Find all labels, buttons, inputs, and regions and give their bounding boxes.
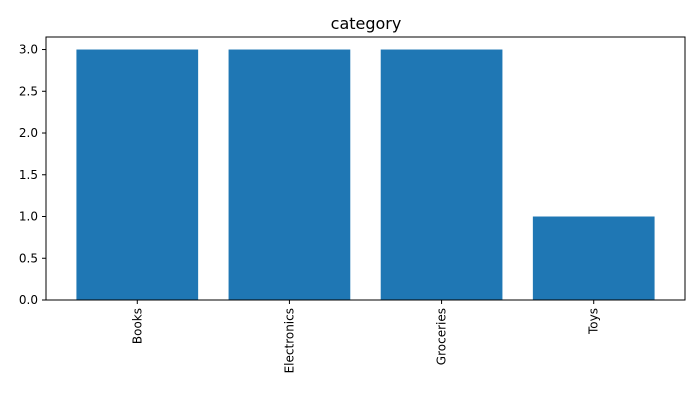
x-tick-label-electronics: Electronics — [282, 308, 296, 373]
y-tick-label: 0.5 — [19, 251, 38, 265]
y-tick-label: 1.5 — [19, 168, 38, 182]
y-tick-label: 3.0 — [19, 43, 38, 57]
y-tick-label: 1.0 — [19, 210, 38, 224]
bar-books — [76, 49, 199, 301]
x-tick-label-groceries: Groceries — [435, 308, 449, 365]
plot-frame — [45, 36, 686, 301]
x-tick-label-books: Books — [130, 308, 144, 344]
bar-toys — [532, 216, 655, 300]
x-tick-label-toys: Toys — [587, 308, 601, 335]
bar-groceries — [380, 49, 503, 301]
chart-title: category — [331, 14, 402, 33]
bars-group — [76, 49, 655, 301]
x-axis: Books Electronics Groceries Toys — [130, 300, 601, 373]
y-axis: 0.0 0.5 1.0 1.5 2.0 2.5 3.0 — [19, 43, 46, 307]
y-tick-label: 2.0 — [19, 126, 38, 140]
y-tick-label: 2.5 — [19, 84, 38, 98]
bar-electronics — [228, 49, 351, 301]
y-tick-label: 0.0 — [19, 293, 38, 307]
